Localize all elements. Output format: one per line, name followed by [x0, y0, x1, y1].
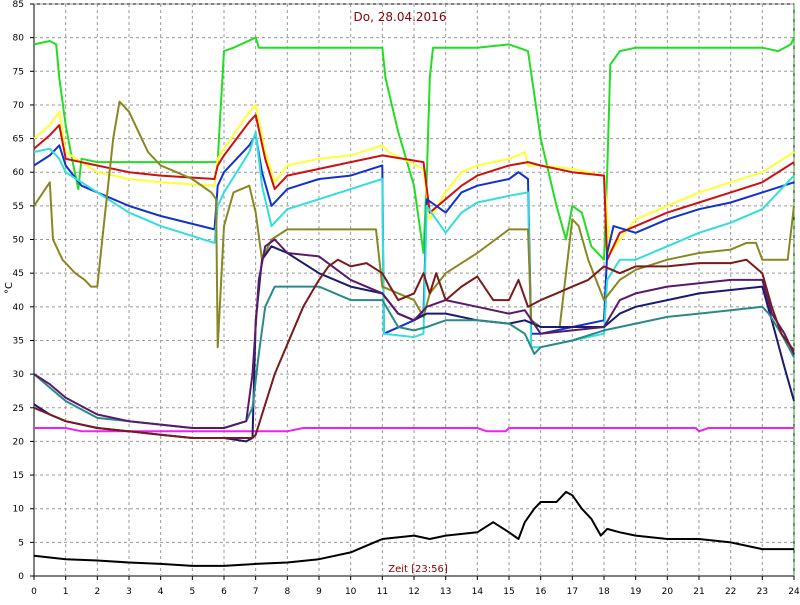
x-tick-label: 2 [94, 587, 100, 597]
x-tick-label: 10 [345, 587, 357, 597]
x-tick-label: 9 [316, 587, 322, 597]
y-tick-label: 65 [13, 135, 24, 145]
x-tick-label: 8 [284, 587, 290, 597]
y-tick-label: 10 [13, 505, 25, 515]
x-tick-label: 6 [221, 587, 227, 597]
y-tick-label: 75 [13, 67, 24, 77]
y-tick-label: 45 [13, 269, 24, 279]
x-tick-label: 15 [503, 587, 514, 597]
x-tick-label: 17 [567, 587, 578, 597]
y-tick-label: 60 [13, 168, 25, 178]
y-tick-label: 25 [13, 404, 24, 414]
series-line-7 [34, 427, 794, 433]
x-tick-label: 22 [725, 587, 736, 597]
x-tick-label: 4 [158, 587, 164, 597]
x-tick-label: 5 [189, 587, 195, 597]
x-tick-label: 0 [31, 587, 37, 597]
y-tick-label: 80 [13, 34, 25, 44]
y-tick-label: 20 [13, 437, 25, 447]
series-line-3 [33, 114, 795, 261]
series-line-11 [33, 258, 795, 439]
y-tick-label: 40 [13, 303, 25, 313]
y-tick-label: 50 [13, 236, 25, 246]
x-tick-label: 21 [693, 587, 704, 597]
x-tick-label: 24 [788, 587, 800, 597]
series-line-10 [33, 238, 795, 429]
grid-lines [34, 3, 795, 576]
x-tick-label: 20 [662, 587, 674, 597]
y-tick-label: 0 [18, 572, 24, 582]
x-tick-label: 11 [377, 587, 388, 597]
series-line-12 [33, 490, 794, 567]
y-tick-label: 15 [13, 471, 24, 481]
x-tick-label: 7 [253, 587, 259, 597]
series-group [33, 36, 795, 567]
chart-title: Do, 28.04.2016 [354, 10, 447, 24]
series-line-5 [33, 130, 795, 349]
y-tick-label: 70 [13, 101, 25, 111]
x-tick-label: 12 [408, 587, 419, 597]
y-axis-label: °C [4, 282, 15, 294]
y-tick-label: 5 [18, 538, 24, 548]
x-tick-label: 23 [757, 587, 768, 597]
y-axis-ticks: 0 5 10 15 20 25 30 35 40 45 50 55 60 65 70 75 80 85 [13, 0, 34, 582]
series-line-6 [33, 100, 795, 349]
x-tick-label: 16 [535, 587, 547, 597]
x-axis-label: Zeit [23:56] [388, 564, 448, 575]
y-tick-label: 85 [13, 0, 24, 10]
series-line-2 [33, 103, 795, 254]
x-tick-label: 13 [440, 587, 451, 597]
x-tick-label: 19 [630, 587, 642, 597]
y-tick-label: 30 [13, 370, 25, 380]
series-line-1 [33, 36, 795, 261]
x-tick-label: 3 [126, 587, 132, 597]
x-tick-label: 14 [472, 587, 484, 597]
x-axis-ticks: 0 1 2 3 4 5 6 7 8 9 10 11 12 13 14 15 16 17 18 19 20 21 22 23 24 [31, 576, 800, 597]
x-tick-label: 18 [598, 587, 610, 597]
y-tick-label: 55 [13, 202, 24, 212]
y-tick-label: 35 [13, 336, 24, 346]
x-tick-label: 1 [63, 587, 69, 597]
